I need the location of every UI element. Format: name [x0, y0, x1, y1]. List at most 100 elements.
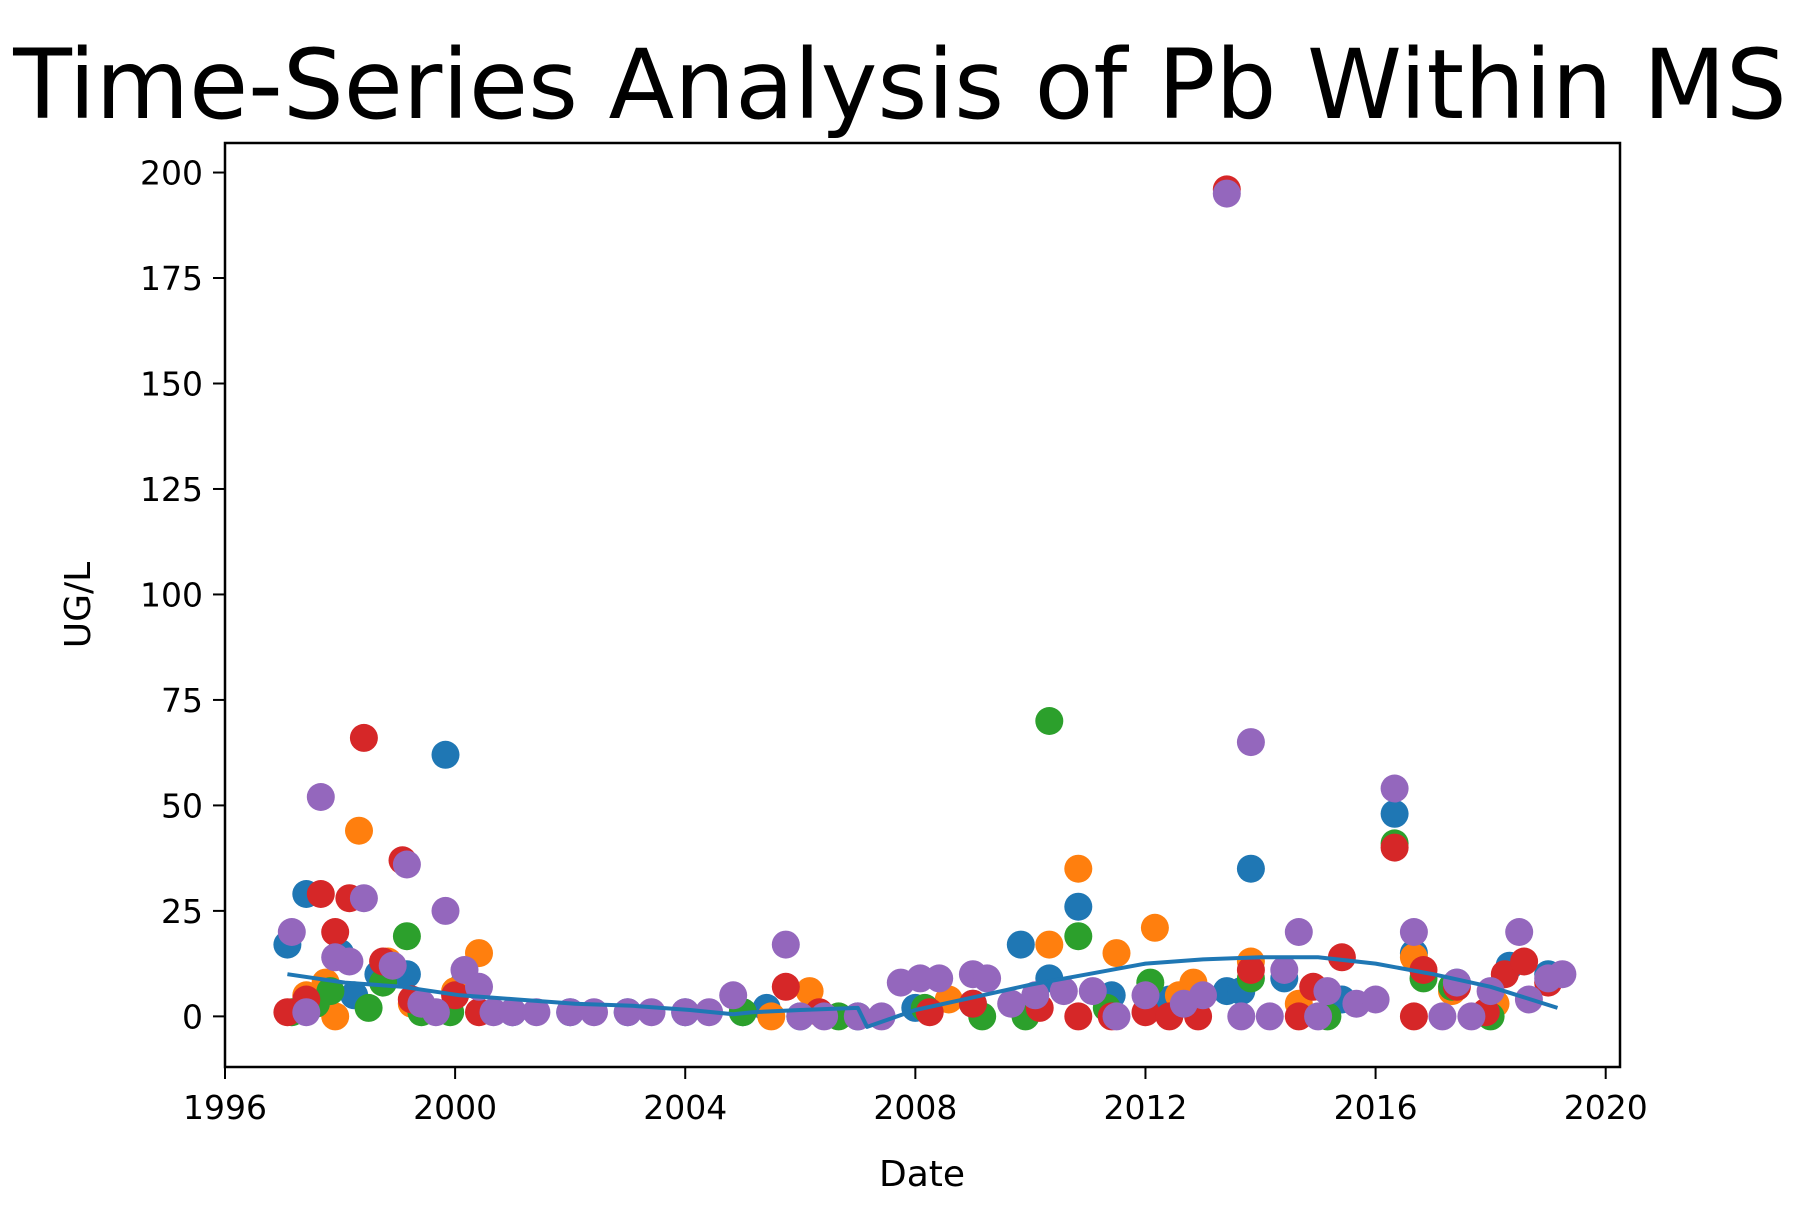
scatter-point — [1380, 833, 1409, 862]
scatter-point — [1102, 1002, 1131, 1031]
y-axis: 0 25 50 75 100 125 150 175 200 — [140, 154, 225, 1036]
scatter-point — [1236, 728, 1265, 757]
scatter-point — [335, 947, 364, 976]
x-tick-label: 2020 — [1564, 1088, 1648, 1127]
scatter-point — [1236, 854, 1265, 883]
trend-line — [287, 955, 1559, 1029]
scatter-point — [1327, 943, 1356, 972]
scatter-point — [1457, 1002, 1486, 1031]
chart-title: Time-Series Analysis of Pb Within MS — [12, 29, 1787, 141]
scatter-point — [771, 972, 800, 1001]
y-tick-label: 200 — [140, 154, 203, 193]
y-tick-label: 25 — [161, 892, 203, 931]
scatter-point — [771, 930, 800, 959]
scatter-point — [1284, 1002, 1313, 1031]
scatter-point — [1399, 1002, 1428, 1031]
scatter-point — [915, 998, 944, 1027]
y-tick-label: 125 — [140, 470, 203, 509]
y-tick-label: 100 — [140, 575, 203, 614]
scatter-point — [1102, 939, 1131, 968]
scatter-point — [925, 964, 954, 993]
axes-frame — [223, 141, 1622, 1069]
x-axis: 1996 2000 2004 2008 2012 2016 2020 — [183, 1067, 1648, 1127]
scatter-point — [292, 998, 321, 1027]
scatter-point — [498, 998, 527, 1027]
scatter-point — [1131, 981, 1160, 1010]
x-axis-label: Date — [879, 1154, 965, 1195]
scatter-point — [349, 723, 378, 752]
plot-area — [273, 175, 1577, 1031]
scatter-point — [349, 884, 378, 913]
scatter-point — [1049, 977, 1078, 1006]
scatter-point — [1380, 774, 1409, 803]
x-tick-label: 1996 — [183, 1088, 267, 1127]
scatter-point — [1035, 707, 1064, 735]
x-tick-label: 2012 — [1103, 1088, 1187, 1127]
scatter-point — [1284, 918, 1313, 946]
scatter-point — [1270, 956, 1299, 984]
scatter-point — [1313, 977, 1342, 1006]
scatter-point — [1409, 956, 1438, 984]
scatter-point — [1227, 1002, 1256, 1031]
y-tick-label: 50 — [161, 786, 203, 825]
scatter-series — [273, 175, 1563, 1031]
scatter-point — [1428, 1002, 1457, 1031]
scatter-point — [1006, 930, 1035, 959]
scatter-point — [973, 964, 1002, 993]
scatter-point — [1064, 854, 1093, 883]
scatter-point — [1236, 956, 1265, 984]
scatter-point — [1189, 981, 1217, 1010]
x-tick-label: 2016 — [1334, 1088, 1418, 1127]
x-tick-label: 2008 — [873, 1088, 957, 1127]
y-tick-label: 150 — [140, 364, 203, 403]
scatter-point — [1064, 1002, 1093, 1031]
y-tick-label: 175 — [140, 259, 203, 298]
scatter-point — [1380, 799, 1409, 828]
scatter-point — [1035, 930, 1064, 959]
scatter-point — [277, 918, 306, 946]
scatter-point — [421, 998, 450, 1027]
scatter-point — [378, 951, 407, 980]
scatter-point — [795, 977, 824, 1006]
scatter-point — [1510, 947, 1539, 976]
y-tick-label: 0 — [182, 997, 203, 1036]
scatter-point — [637, 998, 666, 1027]
scatter-point — [392, 850, 421, 879]
scatter-point — [321, 918, 350, 946]
scatter-point — [354, 993, 383, 1022]
scatter-point — [1064, 922, 1093, 951]
scatter-point — [1021, 981, 1050, 1010]
scatter-point — [465, 972, 493, 1001]
scatter-point — [345, 816, 373, 845]
scatter-point — [719, 981, 748, 1010]
scatter-point — [522, 998, 551, 1027]
scatter-series — [277, 179, 1577, 1031]
x-tick-label: 2004 — [643, 1088, 727, 1127]
y-tick-label: 75 — [161, 681, 203, 720]
scatter-point — [1212, 179, 1241, 208]
scatter-point — [431, 740, 460, 769]
scatter-point — [1361, 985, 1390, 1014]
scatter-point — [1255, 1002, 1284, 1031]
scatter-point — [1399, 918, 1428, 946]
scatter-point — [431, 896, 460, 925]
scatter-point — [1064, 892, 1093, 921]
scatter-point — [1442, 968, 1471, 997]
scatter-point — [1505, 918, 1534, 946]
scatter-point — [1548, 960, 1577, 989]
scatter-point — [306, 783, 335, 811]
y-axis-label: UG/L — [58, 562, 99, 648]
scatter-point — [757, 1002, 786, 1031]
scatter-point — [306, 880, 335, 908]
scatter-point — [671, 998, 700, 1027]
scatter-point — [316, 977, 345, 1006]
scatter-point — [997, 989, 1026, 1018]
scatter-point — [1304, 1002, 1333, 1031]
scatter-point — [810, 1002, 839, 1031]
x-tick-label: 2000 — [413, 1088, 497, 1127]
scatter-point — [1078, 977, 1107, 1006]
scatter-point — [1140, 913, 1169, 942]
scatter-point — [392, 922, 421, 951]
